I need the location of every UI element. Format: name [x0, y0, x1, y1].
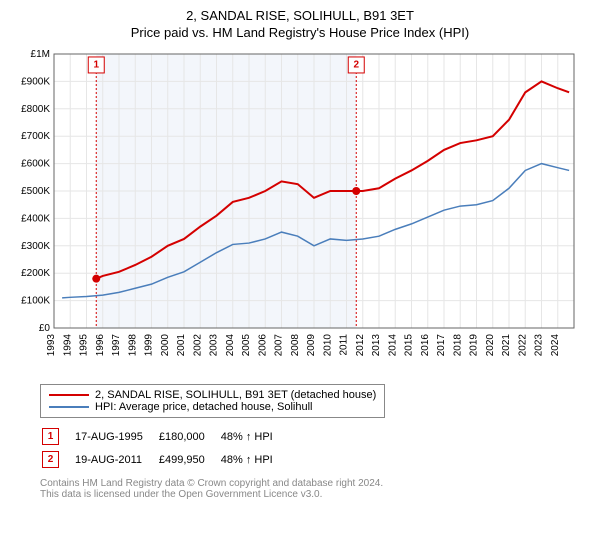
svg-text:2019: 2019 [469, 334, 480, 357]
legend-item: 2, SANDAL RISE, SOLIHULL, B91 3ET (detac… [49, 389, 376, 401]
svg-text:£0: £0 [39, 323, 51, 334]
svg-text:1999: 1999 [144, 334, 155, 357]
svg-text:£300K: £300K [21, 241, 50, 252]
svg-text:1998: 1998 [127, 334, 138, 357]
svg-text:2: 2 [353, 59, 359, 70]
svg-text:1: 1 [93, 59, 99, 70]
footer-attribution: Contains HM Land Registry data © Crown c… [40, 478, 592, 500]
svg-text:2001: 2001 [176, 334, 187, 357]
legend-label: 2, SANDAL RISE, SOLIHULL, B91 3ET (detac… [95, 389, 376, 401]
svg-text:£200K: £200K [21, 268, 50, 279]
svg-text:2003: 2003 [209, 334, 220, 357]
sales-table: 1 17-AUG-1995£180,00048% ↑ HPI 2 19-AUG-201… [40, 424, 289, 472]
legend-swatch [49, 406, 89, 408]
legend: 2, SANDAL RISE, SOLIHULL, B91 3ET (detac… [40, 384, 385, 418]
svg-text:2004: 2004 [225, 334, 236, 357]
svg-text:£1M: £1M [31, 49, 50, 60]
svg-text:1995: 1995 [79, 334, 90, 357]
svg-text:2010: 2010 [322, 334, 333, 357]
svg-text:2016: 2016 [420, 334, 431, 357]
svg-text:2006: 2006 [257, 334, 268, 357]
svg-text:£400K: £400K [21, 213, 50, 224]
sale-marker: 2 [42, 451, 59, 468]
svg-text:2002: 2002 [192, 334, 203, 357]
chart-area: £0 £100K £200K £300K £400K £500K £600K £700K £80… [8, 48, 592, 378]
svg-text:2014: 2014 [387, 334, 398, 357]
svg-text:2018: 2018 [452, 334, 463, 357]
svg-text:2013: 2013 [371, 334, 382, 357]
footer-line: Contains HM Land Registry data © Crown c… [40, 478, 592, 489]
svg-text:2023: 2023 [534, 334, 545, 357]
svg-text:2005: 2005 [241, 334, 252, 357]
svg-text:£100K: £100K [21, 296, 50, 307]
svg-text:2024: 2024 [550, 334, 561, 357]
chart-subtitle: Price paid vs. HM Land Registry's House … [8, 25, 592, 40]
legend-label: HPI: Average price, detached house, Soli… [95, 401, 313, 413]
svg-text:2020: 2020 [485, 334, 496, 357]
svg-text:2017: 2017 [436, 334, 447, 357]
svg-text:£800K: £800K [21, 104, 50, 115]
sale-row: 1 17-AUG-1995£180,00048% ↑ HPI [42, 426, 287, 447]
legend-swatch [49, 394, 89, 396]
svg-text:2012: 2012 [355, 334, 366, 357]
svg-text:2022: 2022 [517, 334, 528, 357]
legend-item: HPI: Average price, detached house, Soli… [49, 401, 376, 413]
svg-text:2009: 2009 [306, 334, 317, 357]
svg-text:£700K: £700K [21, 131, 50, 142]
svg-text:1993: 1993 [46, 334, 57, 357]
sale-price: £499,950 [159, 449, 219, 470]
svg-text:1996: 1996 [95, 334, 106, 357]
svg-text:2007: 2007 [274, 334, 285, 357]
svg-text:£900K: £900K [21, 76, 50, 87]
svg-text:1994: 1994 [62, 334, 73, 357]
line-chart: £0 £100K £200K £300K £400K £500K £600K £700K £80… [8, 48, 578, 378]
svg-text:1997: 1997 [111, 334, 122, 357]
svg-text:2011: 2011 [339, 334, 350, 356]
sale-delta: 48% ↑ HPI [221, 426, 287, 447]
sale-date: 17-AUG-1995 [75, 426, 157, 447]
sale-delta: 48% ↑ HPI [221, 449, 287, 470]
chart-title: 2, SANDAL RISE, SOLIHULL, B91 3ET [8, 8, 592, 23]
sale-row: 2 19-AUG-2011£499,95048% ↑ HPI [42, 449, 287, 470]
svg-text:2021: 2021 [501, 334, 512, 357]
svg-text:2000: 2000 [160, 334, 171, 357]
footer-line: This data is licensed under the Open Gov… [40, 489, 592, 500]
sale-marker: 1 [42, 428, 59, 445]
svg-text:2015: 2015 [404, 334, 415, 357]
svg-text:£500K: £500K [21, 186, 50, 197]
svg-text:£600K: £600K [21, 159, 50, 170]
sale-price: £180,000 [159, 426, 219, 447]
svg-text:2008: 2008 [290, 334, 301, 357]
sale-date: 19-AUG-2011 [75, 449, 157, 470]
